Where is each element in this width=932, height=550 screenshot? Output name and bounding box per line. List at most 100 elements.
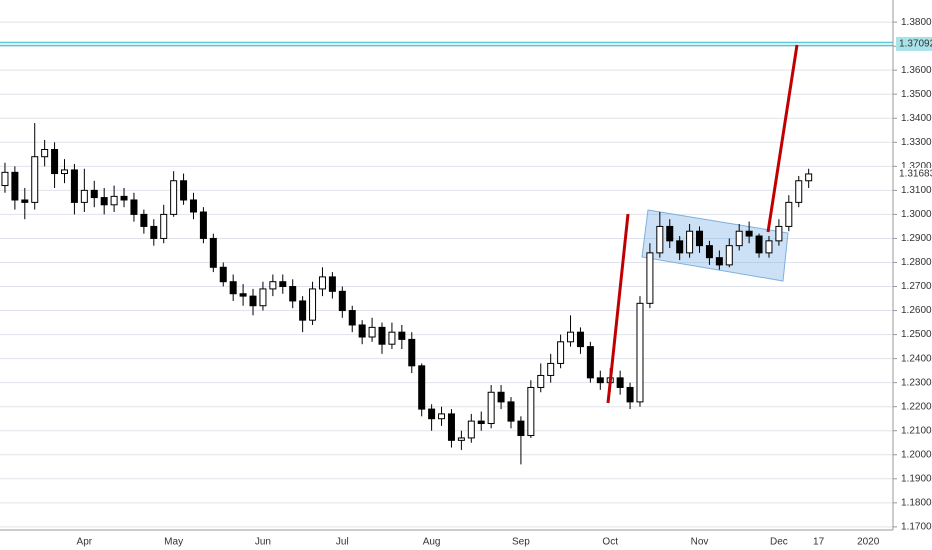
candle-body [447, 413, 455, 441]
candle-body [309, 288, 317, 321]
y-tick-label: 1.38000 [901, 17, 932, 28]
x-tick-label: Jun [255, 537, 271, 548]
candle-body [497, 391, 505, 403]
candle-body [735, 230, 743, 247]
candle-body [676, 240, 684, 254]
y-tick-label: 1.23000 [901, 377, 932, 388]
candle-body [239, 293, 247, 297]
candle-body [646, 252, 654, 304]
x-tick-label: Nov [691, 537, 709, 548]
grid [0, 21, 893, 528]
candle-body [289, 286, 297, 302]
candle-body [1, 171, 9, 187]
candle-body [507, 401, 515, 422]
candle-body [705, 245, 713, 259]
y-tick-label: 1.21000 [901, 425, 932, 436]
candle-body [428, 408, 436, 420]
candle-body [795, 180, 803, 203]
candle-body [328, 276, 336, 292]
y-tick-label: 1.27000 [901, 281, 932, 292]
x-tick-label: 2020 [857, 537, 880, 548]
last-price-label: 1.31683 [899, 169, 932, 180]
y-tick-label: 1.18000 [901, 497, 932, 508]
candle-body [21, 199, 29, 203]
candle-body [388, 331, 396, 345]
candle-body [60, 169, 68, 175]
y-tick-label: 1.26000 [901, 305, 932, 316]
price-level-label: 1.37092 [899, 39, 932, 50]
candle-body [408, 338, 416, 367]
candle-body [438, 413, 446, 420]
candle-body [11, 171, 19, 201]
candle-body [557, 341, 565, 364]
candle-body [775, 225, 783, 242]
y-tick-label: 1.34000 [901, 113, 932, 124]
y-tick-label: 1.22000 [901, 401, 932, 412]
candle-body [765, 240, 773, 254]
candle-body [358, 324, 366, 338]
candle-body [31, 156, 39, 203]
y-tick-label: 1.24000 [901, 353, 932, 364]
candle-body [368, 326, 376, 338]
candle-body [616, 377, 624, 388]
candle-body [70, 169, 78, 203]
candle-body [41, 149, 49, 158]
candle-body [686, 230, 694, 254]
candle-body [636, 302, 644, 403]
candle-body [189, 199, 197, 213]
candle-body [755, 235, 763, 254]
y-tick-label: 1.20000 [901, 449, 932, 460]
candle-body [51, 149, 59, 175]
candle-body [567, 331, 575, 343]
y-tick-label: 1.36000 [901, 65, 932, 76]
candle-body [626, 386, 634, 403]
channel-drawing [641, 209, 789, 282]
axis: 1.17000 1.18000 1.19000 1.20000 1.21000 1.220… [77, 17, 932, 548]
candle-body [696, 230, 704, 247]
y-tick-label: 1.30000 [901, 209, 932, 220]
candle-body [785, 201, 793, 227]
candle-body [110, 195, 118, 206]
y-tick-label: 1.33000 [901, 137, 932, 148]
candle-body [249, 295, 257, 307]
candle-body [229, 281, 237, 295]
candle-body [80, 189, 88, 203]
candle-body [586, 346, 594, 379]
candle-body [279, 281, 287, 288]
candle-body [180, 180, 188, 201]
candle-body [398, 331, 406, 340]
candle-body [725, 245, 733, 266]
candle-body [477, 420, 485, 425]
y-tick-label: 1.19000 [901, 473, 932, 484]
y-tick-label: 1.25000 [901, 329, 932, 340]
candle-body [100, 197, 108, 206]
candle-body [160, 213, 168, 239]
y-tick-label: 1.31000 [901, 185, 932, 196]
candle-body [348, 310, 356, 326]
candle-body [596, 377, 604, 384]
candle-body [299, 300, 307, 321]
x-tick-label: Oct [602, 537, 618, 548]
x-tick-label: Aug [423, 537, 441, 548]
candle-body [805, 173, 813, 182]
candle-body [418, 365, 426, 410]
last-price-box [896, 167, 932, 180]
candle-body [219, 266, 227, 283]
trend-drawing [606, 213, 630, 404]
x-tick-label: Dec [770, 537, 788, 548]
candle-body [90, 189, 98, 199]
candle-body [576, 331, 584, 348]
candle-body [259, 288, 267, 307]
candle-body [666, 225, 674, 242]
candle-body [547, 362, 555, 376]
candle-body [715, 257, 723, 266]
y-tick-label: 1.28000 [901, 257, 932, 268]
candle-body [269, 281, 277, 290]
candle-body [140, 213, 148, 227]
candle-body [467, 420, 475, 439]
candle-body [517, 420, 525, 437]
y-tick-label: 1.35000 [901, 89, 932, 100]
y-tick-label: 1.29000 [901, 233, 932, 244]
candle-body [656, 225, 664, 254]
